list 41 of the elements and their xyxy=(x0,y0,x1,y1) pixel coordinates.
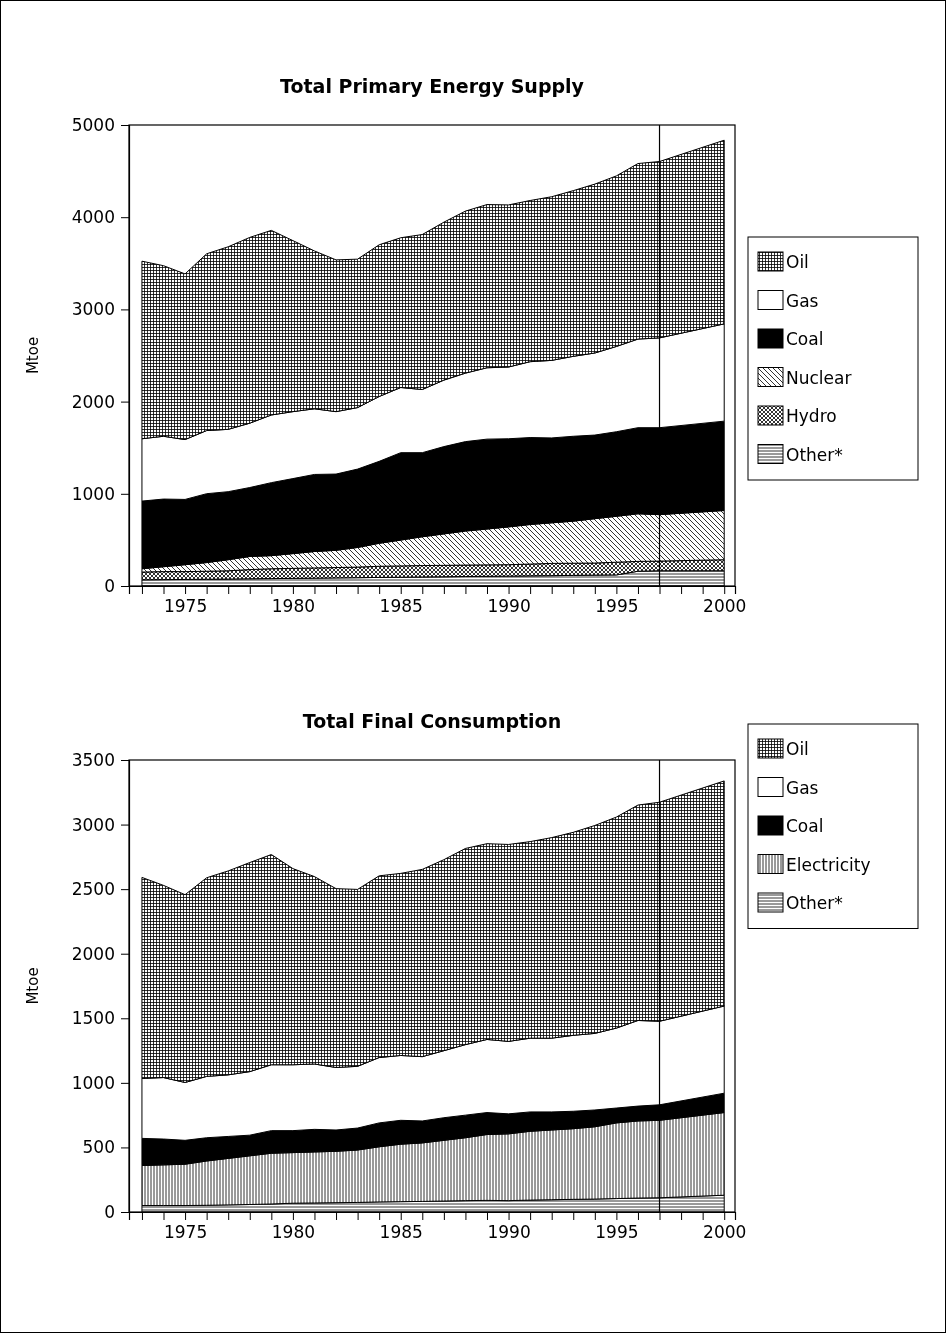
x-tick-label: 1990 xyxy=(487,1222,531,1243)
legend-label: Other* xyxy=(786,893,843,913)
chart-title: Total Primary Energy Supply xyxy=(280,75,585,97)
y-tick-label: 1000 xyxy=(71,1072,115,1093)
legend-label: Electricity xyxy=(786,854,871,875)
x-tick-label: 1985 xyxy=(379,1222,423,1243)
legend-label: Gas xyxy=(786,777,819,798)
legend-label: Oil xyxy=(786,739,809,759)
legend-label: Hydro xyxy=(786,406,837,426)
legend-label: Coal xyxy=(786,816,824,836)
y-tick-label: 2500 xyxy=(71,879,115,900)
y-tick-label: 0 xyxy=(104,575,115,596)
chart-title: Total Final Consumption xyxy=(302,710,562,732)
y-tick-label: 0 xyxy=(104,1201,115,1222)
x-tick-label: 1980 xyxy=(271,1222,316,1243)
y-axis-title: Mtoe xyxy=(24,336,42,375)
x-tick-label: 1990 xyxy=(487,596,531,617)
x-tick-label: 1995 xyxy=(595,596,639,617)
x-tick-label: 2000 xyxy=(703,1222,747,1243)
y-tick-label: 2000 xyxy=(71,391,115,412)
y-tick-label: 1000 xyxy=(71,483,115,504)
y-tick-label: 1500 xyxy=(71,1008,115,1029)
y-tick-label: 5000 xyxy=(71,114,115,135)
x-tick-label: 1975 xyxy=(163,1222,208,1243)
y-tick-label: 2000 xyxy=(71,943,115,964)
y-tick-label: 3000 xyxy=(71,299,115,320)
y-tick-label: 3000 xyxy=(71,814,115,835)
legend-label: Other* xyxy=(786,444,843,465)
legend-label: Gas xyxy=(786,290,819,311)
y-tick-label: 4000 xyxy=(71,207,115,228)
legend-label: Oil xyxy=(786,252,809,272)
x-tick-label: 1985 xyxy=(379,596,423,617)
x-tick-label: 1980 xyxy=(271,596,316,617)
y-axis-title: Mtoe xyxy=(24,967,42,1005)
legend-label: Coal xyxy=(786,329,824,349)
y-tick-label: 500 xyxy=(82,1137,115,1158)
x-tick-label: 2000 xyxy=(703,596,747,617)
x-tick-label: 1995 xyxy=(595,1222,639,1243)
y-tick-label: 3500 xyxy=(71,749,115,770)
x-tick-label: 1975 xyxy=(163,596,208,617)
legend-label: Nuclear xyxy=(786,367,852,388)
